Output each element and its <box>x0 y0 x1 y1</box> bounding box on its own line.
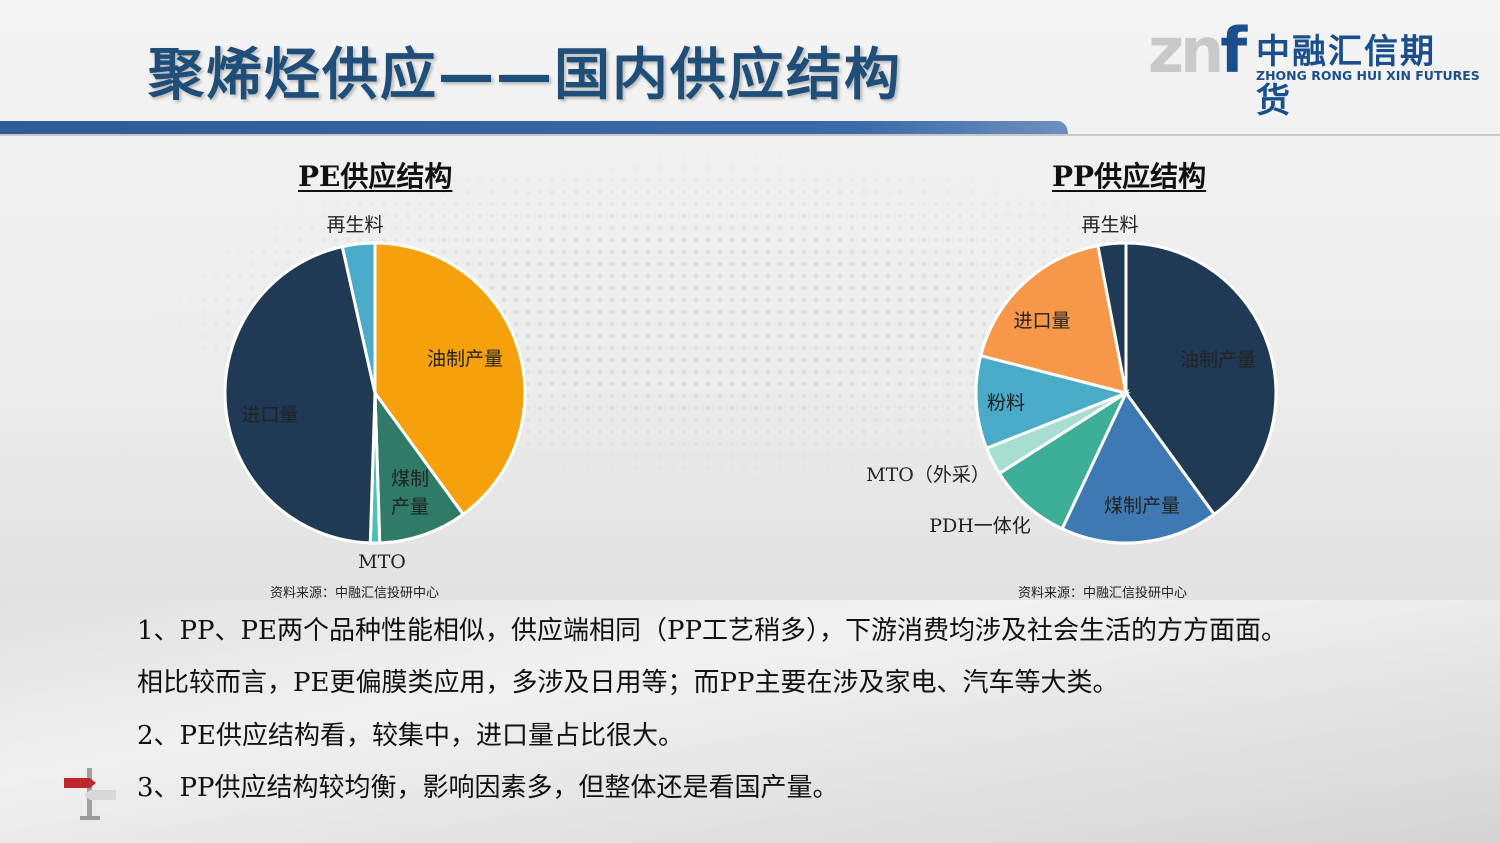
title-underline-bar <box>0 121 1068 134</box>
pp-slice-再生料 <box>1096 241 1128 394</box>
background-road <box>0 600 1500 843</box>
pe-chart-title: PE供应结构 <box>298 160 453 193</box>
logo-chinese-name: 中融汇信期货 <box>1256 32 1436 121</box>
company-logo: znf 中融汇信期货 ZHONG RONG HUI XIN FUTURES <box>1148 14 1480 122</box>
logo-english-name: ZHONG RONG HUI XIN FUTURES <box>1256 68 1480 83</box>
pe-slice-进口量 <box>223 244 377 545</box>
pp-slice-进口量 <box>978 243 1128 396</box>
pe-slice-再生料 <box>340 241 377 394</box>
pp-label-油制产量: 油制产量 <box>1180 349 1256 371</box>
pp-chart-title: PP供应结构 <box>1052 160 1207 193</box>
pe-slice-油制产量 <box>373 241 527 517</box>
pe-source-note: 资料来源：中融汇信投研中心 <box>270 586 440 601</box>
pp-label-进口量: 进口量 <box>1013 310 1070 332</box>
pe-slice-煤制产量 <box>373 388 466 545</box>
pe-label-煤制产量: 煤制产量 <box>391 468 429 518</box>
pp-label-再生料: 再生料 <box>1081 214 1138 236</box>
title-divider <box>0 134 1500 136</box>
pe-label-油制产量: 油制产量 <box>427 348 503 370</box>
bullet-1: 1、PP、PE两个品种性能相似，供应端相同（PP工艺稍多），下游消费均涉及社会生… <box>137 616 1287 646</box>
pe-label-再生料: 再生料 <box>326 214 383 236</box>
pp-label-PDH一体化: PDH一体化 <box>929 515 1031 537</box>
pp-label-MTO外采: MTO（外采） <box>866 464 990 486</box>
pp-slice-煤制产量 <box>1060 390 1217 545</box>
logo-mark: znf <box>1148 14 1247 87</box>
bullet-2: 2、PE供应结构看，较集中，进口量占比很大。 <box>137 721 685 751</box>
pp-label-煤制产量: 煤制产量 <box>1104 495 1180 517</box>
pp-label-粉料: 粉料 <box>987 392 1025 414</box>
pe-label-进口量: 进口量 <box>241 404 298 426</box>
bullet-1-continued: 相比较而言，PE更偏膜类应用，多涉及日用等；而PP主要在涉及家电、汽车等大类。 <box>137 668 1119 698</box>
bullet-3: 3、PP供应结构较均衡，影响因素多，但整体还是看国产量。 <box>137 773 839 803</box>
pp-slice-油制产量 <box>1124 241 1278 517</box>
page-title: 聚烯烃供应——国内供应结构 <box>148 43 902 108</box>
pp-source-note: 资料来源：中融汇信投研中心 <box>1018 586 1188 601</box>
pp-slice-PDH一体化 <box>997 388 1130 531</box>
pp-slice-粉料 <box>974 353 1131 451</box>
pe-label-MTO: MTO <box>358 551 406 573</box>
signpost-icon <box>64 768 116 820</box>
